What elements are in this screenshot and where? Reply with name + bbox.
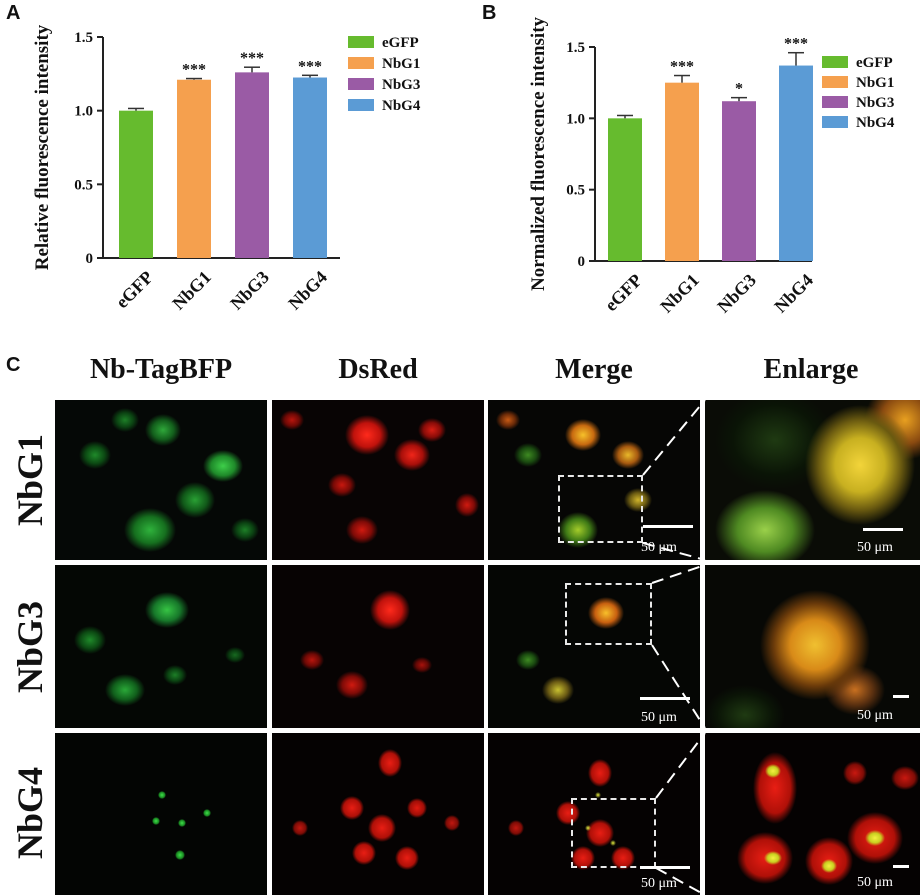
chart-b-significance-nbg3: *: [735, 81, 743, 98]
chart-a-legend-label-nbg3: NbG3: [382, 77, 420, 93]
chart-a-ytick-label-3: 1.5: [74, 30, 93, 46]
micrograph-nbg4-merge: 50 μm: [488, 733, 700, 895]
chart-b-legend-swatch-nbg3: [822, 96, 848, 108]
column-title-nb-tagbfp: Nb-TagBFP: [89, 354, 233, 385]
chart-b-significance-nbg4: ***: [784, 36, 808, 53]
chart-a-bar-nbg3: [235, 72, 269, 258]
chart-a-xtick-label-nbg1: NbG1: [168, 267, 215, 314]
row-label-nbg3: NbG3: [10, 600, 50, 693]
chart-b-legend-label-nbg4: NbG4: [856, 115, 895, 131]
panel-letter-a: A: [6, 2, 21, 24]
chart-a-ytick-label-2: 1.0: [74, 104, 93, 120]
chart-b-legend-swatch-egfp: [822, 56, 848, 68]
chart-a-ytick-label-1: 0.5: [74, 177, 93, 193]
chart-a-bar-egfp: [119, 110, 153, 259]
chart-a-bar-nbg1: [177, 79, 211, 258]
roi-box-nbg4: [571, 798, 656, 868]
micrograph-nbg1-merge: 50 μm: [488, 400, 700, 560]
chart-b-ytick-label-0: 0: [578, 254, 586, 270]
scale-bar-nbg4-enlarge: [893, 865, 909, 868]
chart-b-legend-label-egfp: eGFP: [856, 55, 893, 71]
chart-b-xtick-label-nbg4: NbG4: [770, 270, 817, 317]
chart-b-legend-swatch-nbg4: [822, 116, 848, 128]
roi-box-nbg3: [565, 583, 652, 645]
column-title-merge: Merge: [555, 354, 633, 385]
chart-a-bar-nbg4: [293, 77, 327, 259]
chart-a-legend-swatch-nbg3: [348, 78, 374, 90]
chart-b-ytick-label-3: 1.5: [566, 40, 585, 56]
chart-a-legend-swatch-nbg4: [348, 99, 374, 111]
column-title-dsred: DsRed: [338, 354, 418, 385]
scale-label-nbg3-enlarge: 50 μm: [857, 708, 893, 723]
chart-a-significance-nbg3: ***: [240, 50, 264, 67]
chart-b-bar-nbg1: [665, 82, 699, 262]
chart-a-legend-swatch-egfp: [348, 36, 374, 48]
scale-bar-nbg4-merge: [640, 866, 690, 869]
chart-b-bar-nbg4: [779, 65, 813, 262]
chart-b-xtick-label-nbg3: NbG3: [713, 270, 760, 317]
scale-label-nbg3-merge: 50 μm: [641, 710, 677, 725]
scale-bar-nbg3-merge: [640, 697, 690, 700]
micrograph-nbg1-nb-tagbfp: [55, 400, 267, 560]
micrograph-nbg3-nb-tagbfp: [55, 565, 267, 728]
scale-label-nbg4-merge: 50 μm: [641, 876, 677, 891]
chart-a-y-axis-label: Relative fluorescence intensity: [32, 24, 53, 270]
micrograph-nbg3-merge: 50 μm: [488, 565, 700, 728]
micrograph-nbg3-enlarge: 50 μm: [705, 565, 920, 728]
micrograph-nbg1-dsred: [272, 400, 484, 560]
chart-b-legend-label-nbg1: NbG1: [856, 75, 894, 91]
chart-b-significance-nbg1: ***: [670, 59, 694, 76]
chart-a-legend-label-egfp: eGFP: [382, 35, 419, 51]
chart-a-significance-nbg4: ***: [298, 58, 322, 75]
chart-b-bar-nbg3: [722, 101, 756, 261]
chart-b-ytick-label-2: 1.0: [566, 111, 585, 127]
panel-letter-b: B: [482, 2, 497, 24]
micrograph-nbg4-dsred: [272, 733, 484, 895]
panel-letter-c: C: [6, 354, 21, 376]
chart-b-y-axis-label: Normalized fluorescence intensity: [528, 16, 549, 291]
chart-a-ytick-label-0: 0: [86, 251, 94, 267]
chart-b-legend-swatch-nbg1: [822, 76, 848, 88]
scale-label-nbg1-merge: 50 μm: [641, 540, 677, 555]
micrograph-nbg3-dsred: [272, 565, 484, 728]
micrograph-nbg1-enlarge: 50 μm: [705, 400, 920, 560]
bar-chart-a: 0 0.5 1.0 1.5 Relative fluorescence intensit…: [32, 24, 421, 314]
scale-bar-nbg3-enlarge: [893, 695, 909, 698]
chart-a-legend-swatch-nbg1: [348, 57, 374, 69]
micrograph-nbg4-nb-tagbfp: [55, 733, 267, 895]
scale-label-nbg1-enlarge: 50 μm: [857, 540, 893, 555]
chart-b-xtick-label-egfp: eGFP: [601, 270, 646, 315]
chart-a-xtick-label-nbg4: NbG4: [284, 267, 331, 314]
chart-a-legend-label-nbg4: NbG4: [382, 98, 421, 114]
bar-chart-b: 0 0.5 1.0 1.5 Normalized fluorescence intens…: [528, 16, 895, 317]
micrograph-nbg4-enlarge: 50 μm: [705, 733, 920, 895]
chart-a-xtick-label-egfp: eGFP: [112, 267, 157, 312]
chart-a-legend-label-nbg1: NbG1: [382, 56, 420, 72]
chart-a-significance-nbg1: ***: [182, 62, 206, 79]
column-title-enlarge: Enlarge: [763, 354, 859, 385]
chart-b-legend-label-nbg3: NbG3: [856, 95, 894, 111]
scale-bar-nbg1-enlarge: [863, 528, 903, 531]
chart-a-xtick-label-nbg3: NbG3: [226, 267, 273, 314]
row-label-nbg4: NbG4: [10, 766, 50, 860]
roi-box-nbg1: [558, 475, 643, 543]
chart-b-ytick-label-1: 0.5: [566, 183, 585, 199]
scale-label-nbg4-enlarge: 50 μm: [857, 875, 893, 890]
row-label-nbg1: NbG1: [10, 433, 50, 527]
scale-bar-nbg1-merge: [643, 525, 693, 528]
chart-b-xtick-label-nbg1: NbG1: [656, 270, 703, 317]
chart-b-bar-egfp: [608, 118, 642, 261]
